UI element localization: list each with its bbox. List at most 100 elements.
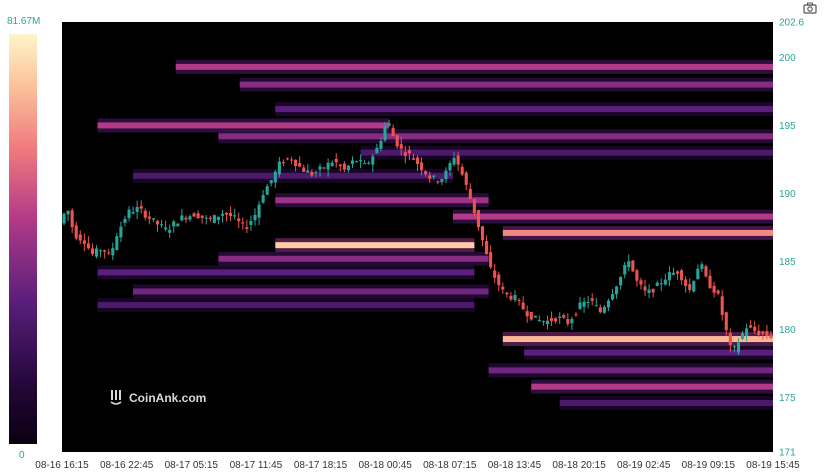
candle-body xyxy=(732,346,736,348)
candle-body xyxy=(281,162,285,164)
candle-body xyxy=(606,300,610,308)
candle-body xyxy=(86,243,90,249)
colorbar: 81.67M 0 xyxy=(7,16,40,461)
liquidity-band xyxy=(218,133,774,140)
candle-body xyxy=(350,160,355,164)
candle-body xyxy=(318,166,322,170)
candle-body xyxy=(651,288,655,293)
candle-body xyxy=(570,318,574,324)
y-tick-label: 200 xyxy=(779,53,796,64)
candle-body xyxy=(578,302,582,309)
candle-body xyxy=(468,188,472,199)
candle-body xyxy=(78,234,82,241)
liquidity-band xyxy=(488,367,773,374)
camera-icon[interactable] xyxy=(803,2,817,14)
candle-body xyxy=(241,222,245,224)
candle-body xyxy=(379,140,383,149)
candle-body xyxy=(70,210,74,228)
candle-body xyxy=(594,305,598,307)
candle-body xyxy=(253,214,257,221)
candle-body xyxy=(285,158,290,160)
candle-body xyxy=(424,171,428,175)
candle-body xyxy=(554,318,558,322)
candle-body xyxy=(753,326,757,332)
candle-body xyxy=(566,319,570,324)
liquidity-band xyxy=(502,336,773,343)
candle-body xyxy=(359,160,363,162)
candle-body xyxy=(139,205,143,209)
candle-body xyxy=(294,159,298,166)
x-tick-label: 08-18 00:45 xyxy=(358,460,412,471)
candle-body xyxy=(761,331,765,334)
candle-body xyxy=(533,315,537,318)
candle-body xyxy=(164,227,168,230)
candle-body xyxy=(667,272,671,281)
x-tick-label: 08-19 15:45 xyxy=(746,460,800,471)
candle-body xyxy=(663,279,667,285)
candle-body xyxy=(111,248,115,256)
candle-body xyxy=(724,312,728,331)
candle-body xyxy=(444,170,448,180)
y-tick-label: 171 xyxy=(779,448,796,459)
candle-body xyxy=(550,318,554,321)
candle-body xyxy=(757,330,761,335)
candle-body xyxy=(529,311,533,320)
x-tick-label: 08-16 22:45 xyxy=(100,460,154,471)
candle-body xyxy=(680,270,684,281)
candle-body xyxy=(635,270,639,281)
candle-body xyxy=(728,333,732,345)
candle-body xyxy=(501,286,505,290)
candle-body xyxy=(273,171,277,183)
liquidity-band xyxy=(559,400,773,407)
candle-body xyxy=(159,224,164,226)
candle-body xyxy=(749,325,753,328)
candle-body xyxy=(610,294,615,300)
candle-body xyxy=(472,199,476,214)
candle-body xyxy=(261,195,265,203)
candle-body xyxy=(391,127,395,137)
candle-body xyxy=(513,294,517,301)
candle-body xyxy=(322,167,326,169)
candle-body xyxy=(94,248,99,257)
candle-body xyxy=(562,315,566,318)
candle-body xyxy=(395,135,399,147)
candle-body xyxy=(517,299,521,301)
candle-body xyxy=(460,166,464,175)
candle-body xyxy=(265,186,269,195)
candle-body xyxy=(769,334,773,339)
candle-body xyxy=(586,301,590,303)
candle-body xyxy=(306,170,310,173)
x-tick-label: 08-18 07:15 xyxy=(423,460,477,471)
y-axis: 202.6 200 195 190 185 180 175 171 xyxy=(779,18,804,459)
liquidity-band xyxy=(275,106,773,113)
candle-body xyxy=(708,275,712,289)
candle-body xyxy=(176,223,180,227)
candle-body xyxy=(192,213,196,217)
candle-body xyxy=(639,280,643,285)
candle-body xyxy=(326,162,330,170)
liquidity-band xyxy=(133,172,454,179)
candle-body xyxy=(493,270,497,278)
liquidity-bands xyxy=(97,59,774,411)
candle-body xyxy=(375,147,379,154)
candle-body xyxy=(355,161,359,163)
liquidity-band xyxy=(531,383,773,390)
liquidity-band xyxy=(133,288,489,295)
candle-body xyxy=(257,204,261,218)
liquidity-band xyxy=(97,302,475,309)
candle-body xyxy=(623,265,627,275)
candle-body xyxy=(62,213,66,224)
candle-body xyxy=(574,314,578,316)
candle-body xyxy=(168,229,172,233)
candle-body xyxy=(399,144,403,149)
candle-body xyxy=(582,301,586,307)
candle-body xyxy=(712,285,716,293)
y-tick-label: 180 xyxy=(779,325,796,336)
liquidity-band xyxy=(502,229,773,236)
candle-body xyxy=(196,213,200,219)
candle-body xyxy=(131,212,135,214)
candle-body xyxy=(290,159,294,161)
candle-body xyxy=(314,172,318,174)
candle-body xyxy=(675,271,680,274)
